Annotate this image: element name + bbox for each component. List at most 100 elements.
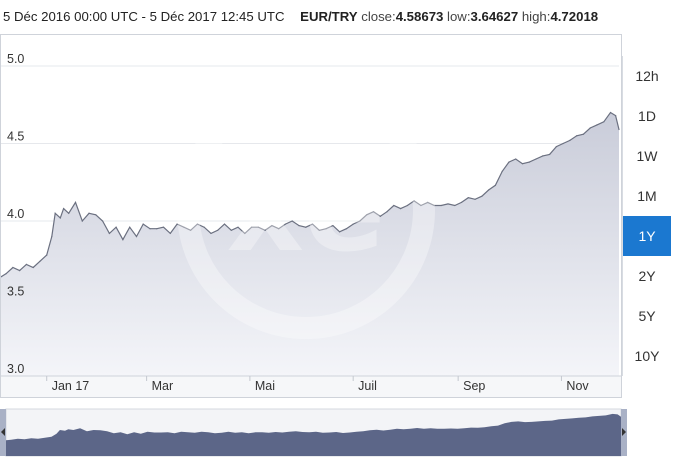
data-point [46,254,48,256]
data-point [460,201,463,203]
range-button-group: 12h 1D 1W 1M 1Y 2Y 5Y 10Y [622,56,671,376]
data-point [515,158,517,160]
data-point [5,273,7,275]
data-point [494,184,496,186]
data-point [501,170,503,172]
data-point [562,142,564,145]
x-tick-label: Mai [255,379,275,393]
data-point [95,214,97,216]
data-point [555,146,557,148]
close-value: 4.58673 [395,9,444,24]
range-button-1m[interactable]: 1M [623,176,671,216]
data-point [284,223,287,225]
data-point [210,232,212,234]
data-point [162,226,165,228]
date-range: 5 Déc 2016 00:00 UTC - 5 Déc 2017 12:45 … [3,9,285,24]
range-button-5y[interactable]: 5Y [623,296,671,336]
y-tick-label: 4.0 [7,207,24,221]
data-point [142,223,144,225]
high-value: 4.72018 [550,9,599,24]
data-point [291,220,293,222]
data-point [264,229,266,231]
data-point [101,220,104,222]
data-point [433,204,436,207]
data-point [609,111,612,114]
data-point [25,263,27,265]
data-point [129,226,131,228]
data-point [393,204,395,207]
data-point [399,208,402,210]
triangle-right-icon [622,428,626,436]
range-button-2y[interactable]: 2Y [623,256,671,296]
data-point [39,260,41,262]
data-point [603,121,605,123]
navigator[interactable] [0,406,627,459]
data-point [169,232,171,234]
range-button-10y[interactable]: 10Y [623,336,671,376]
x-tick-label: Sep [463,379,485,393]
data-point [508,161,510,163]
data-point [582,133,585,135]
data-point [68,212,70,214]
data-point [615,115,617,117]
data-point [115,226,117,228]
data-point [345,228,348,230]
data-point [576,135,578,137]
data-point [406,204,408,207]
data-point [19,270,21,272]
data-point [190,229,192,231]
data-point [217,229,219,231]
data-point [88,212,90,214]
high-label: high: [521,9,551,24]
series-area [1,112,619,376]
data-point [332,225,334,227]
range-button-1w[interactable]: 1W [623,136,671,176]
data-point [352,223,354,225]
data-point [474,198,476,200]
data-point [244,232,246,234]
data-point [12,266,14,269]
y-tick-label: 5.0 [7,52,24,66]
data-point [569,139,571,141]
data-point [440,204,442,207]
data-point [176,223,178,225]
xe-logo-icon: xe [177,81,435,339]
main-chart[interactable]: xe 3.0 3.5 4.0 4.5 5.0 Jan 17 Mar Mai Juil Sep Nov [0,34,622,398]
data-point [548,153,551,155]
navigator-area [6,413,621,456]
chart-header: 5 Déc 2016 00:00 UTC - 5 Déc 2017 12:45 … [0,0,675,34]
y-tick-label: 4.5 [7,130,24,144]
data-point [271,225,273,227]
range-button-1d[interactable]: 1D [623,96,671,136]
data-point [589,127,591,129]
data-point [298,225,300,227]
data-point [413,200,415,202]
data-point [237,226,239,228]
x-axis-band [1,376,621,397]
data-point [366,214,368,216]
data-point [318,229,320,231]
data-point [618,128,620,131]
data-point [122,239,124,241]
x-tick-label: Juil [358,379,377,393]
x-tick-label: Jan 17 [52,379,90,393]
data-point [325,228,327,230]
data-point [278,228,280,230]
data-point [521,163,524,165]
data-point [51,235,53,238]
triangle-left-icon [1,428,5,436]
data-point [108,232,110,234]
x-tick-label: Nov [566,379,589,393]
data-point [488,189,490,191]
data-point [203,226,205,228]
range-button-12h[interactable]: 12h [623,56,671,96]
data-point [420,204,422,207]
navigator-svg [0,408,627,457]
data-point [359,220,361,222]
data-point [54,212,56,214]
data-point [454,204,456,207]
range-button-1y[interactable]: 1Y [623,216,671,256]
x-tick-label: Mar [152,379,174,393]
data-point [196,223,199,225]
data-point [149,228,151,230]
